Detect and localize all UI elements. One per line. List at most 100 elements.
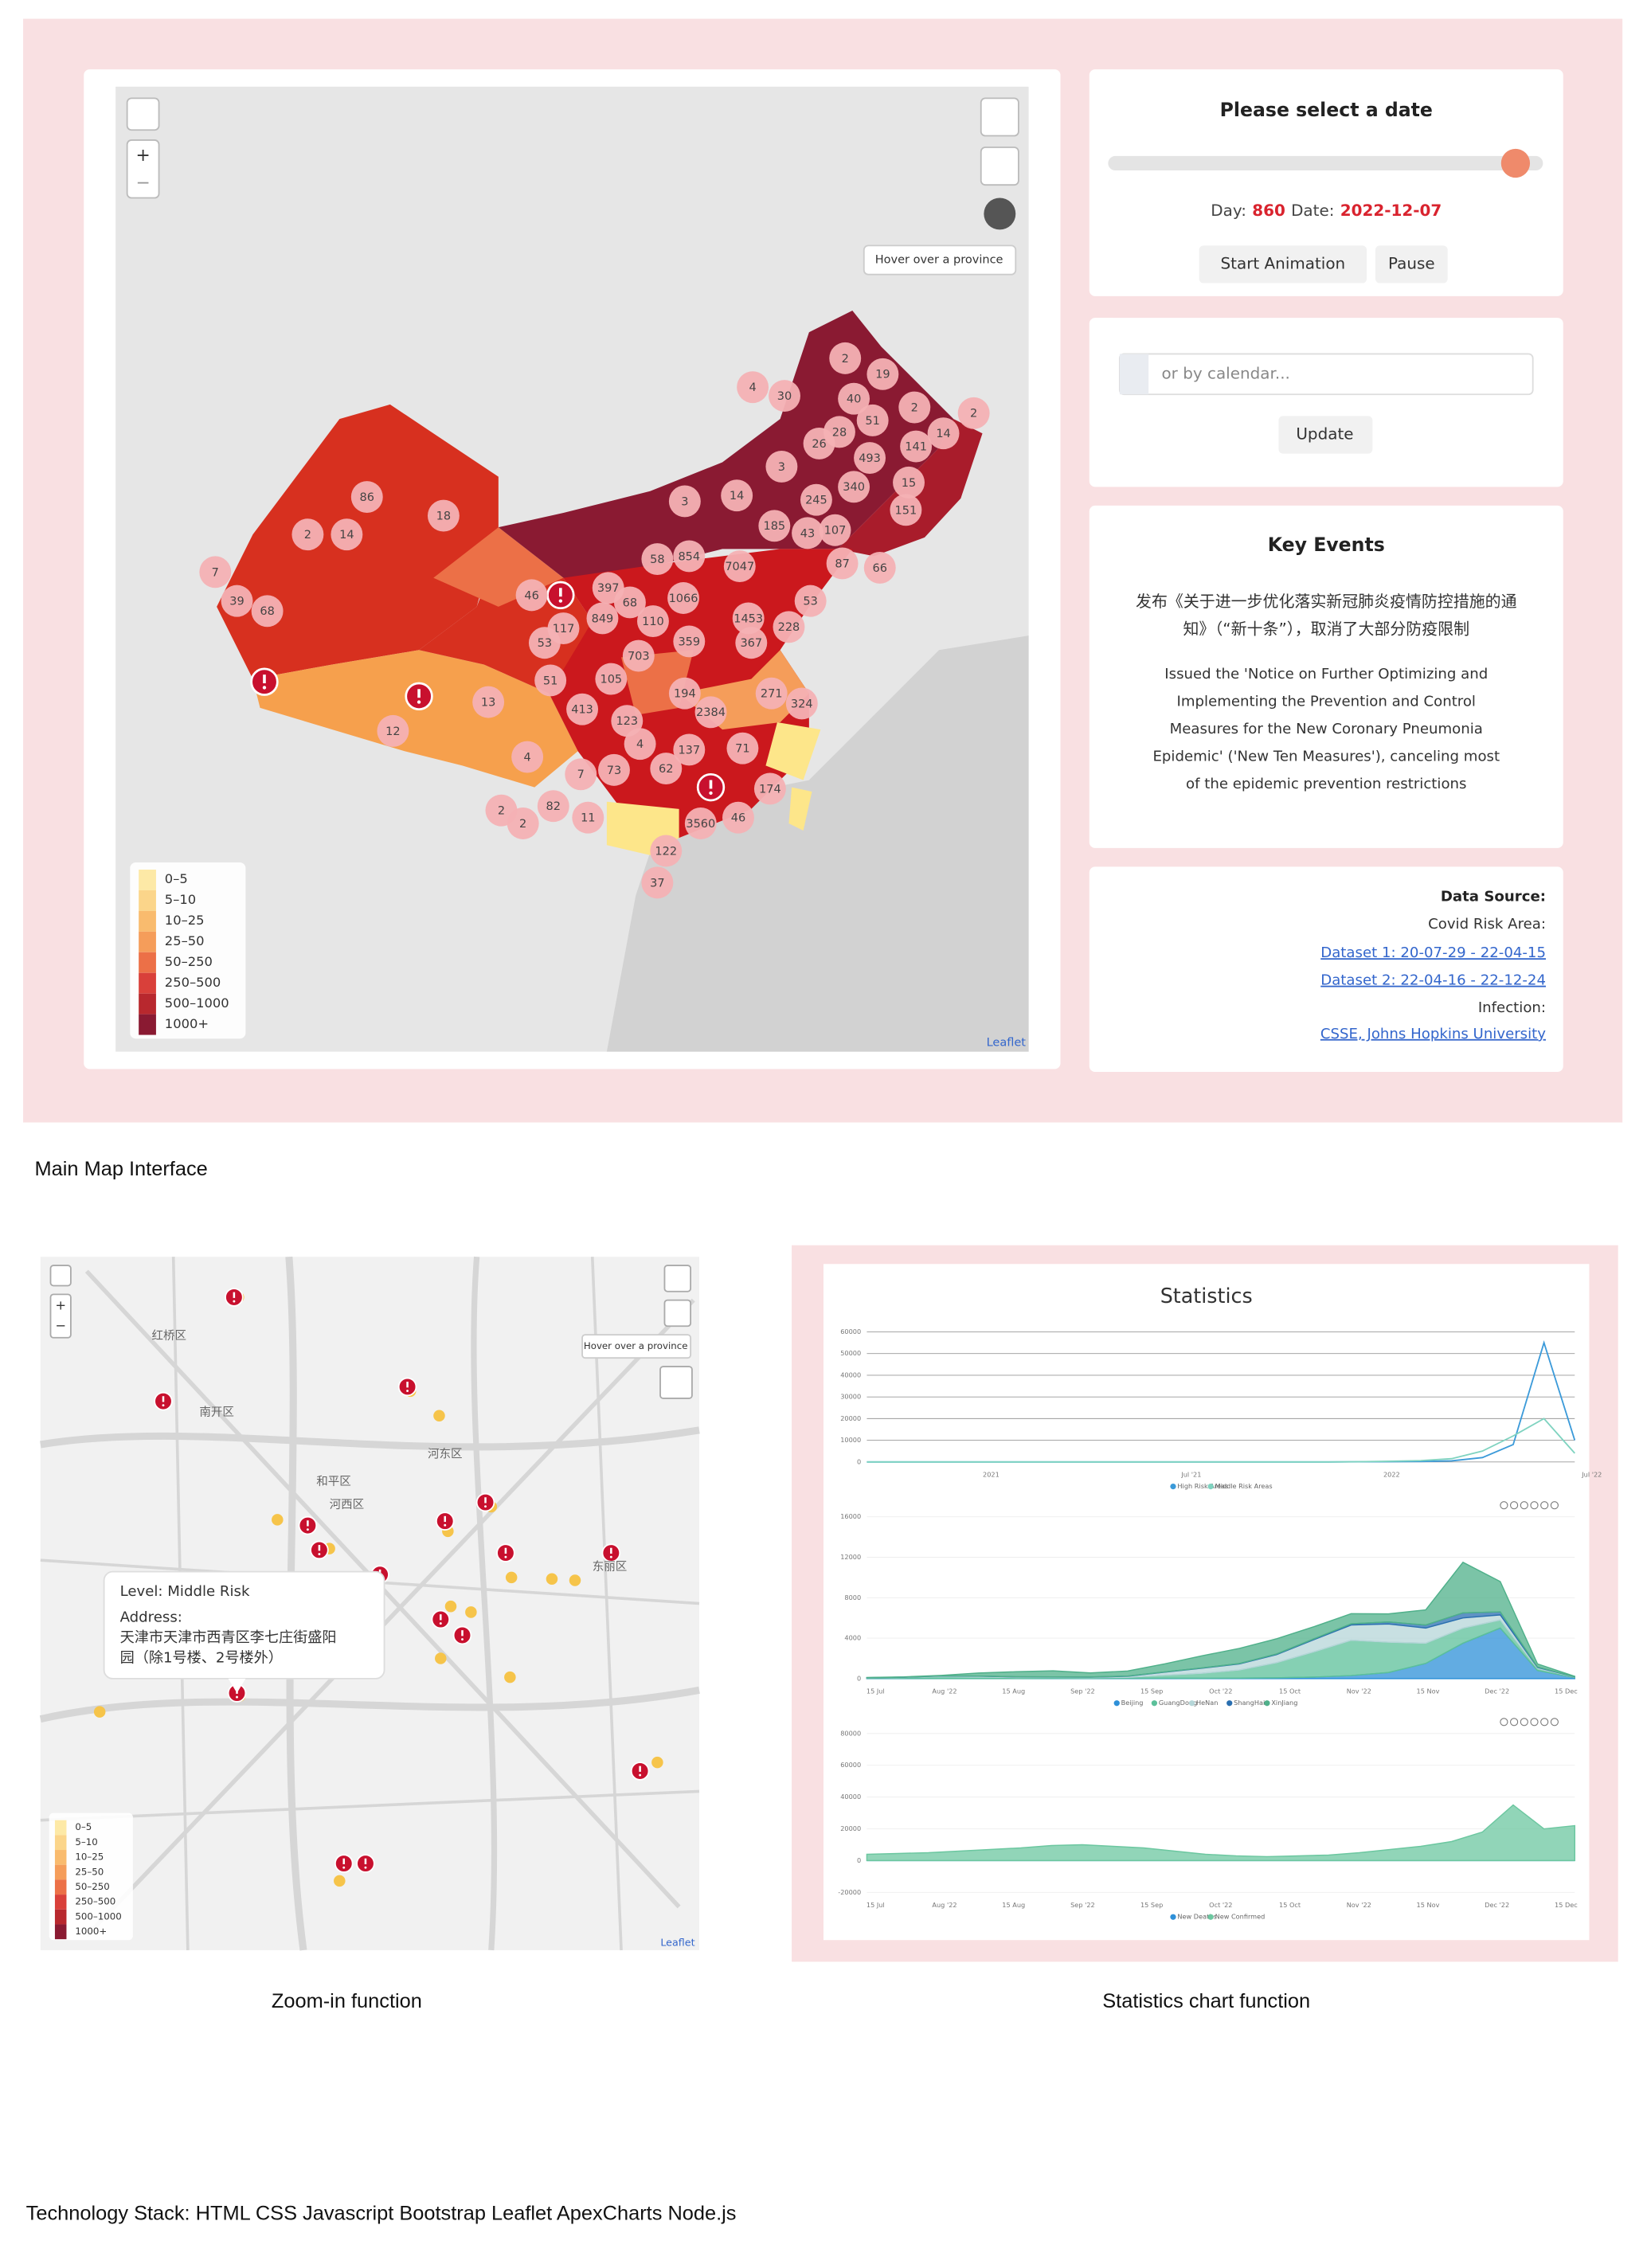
caption: Statistics chart function — [1102, 1990, 1310, 2012]
cluster-marker — [732, 602, 765, 635]
x-tick-label: 15 Dec — [1555, 1901, 1578, 1909]
cluster-count: 137 — [678, 744, 700, 757]
district-label: 河东区 — [428, 1448, 463, 1461]
cluster-count: 73 — [607, 764, 621, 777]
source-link[interactable]: Dataset 2: 22-04-16 - 22-12-24 — [1320, 972, 1546, 989]
layer-button[interactable] — [980, 97, 1019, 137]
cluster-marker — [667, 582, 699, 614]
event-en: Measures for the New Coronary Pneumonia — [1170, 721, 1483, 737]
legend-label: 0–5 — [165, 871, 188, 886]
hover-hint: Hover over a province — [584, 1340, 688, 1351]
legend-swatch — [139, 952, 156, 973]
data-source-panel — [1089, 866, 1563, 1072]
x-tick-label: Nov '22 — [1347, 1687, 1371, 1695]
info-button[interactable] — [984, 197, 1016, 230]
cluster-marker — [867, 358, 899, 390]
layer-button[interactable] — [663, 1265, 692, 1292]
cluster-count: 2 — [498, 805, 505, 818]
legend-swatch — [139, 972, 156, 994]
alert-icon — [162, 1396, 165, 1402]
key-events-panel — [1089, 505, 1563, 848]
button-label: Start Animation — [1221, 253, 1346, 272]
pause-button[interactable] — [1375, 245, 1448, 284]
cluster-marker — [636, 605, 669, 637]
source-link[interactable]: CSSE, Johns Hopkins University — [1320, 1026, 1546, 1042]
y-tick-label: 60000 — [840, 1761, 861, 1769]
start-animation-button[interactable] — [1199, 245, 1367, 284]
legend-label: 250–500 — [165, 975, 221, 990]
legend-label: 10–25 — [165, 913, 205, 928]
cluster-count: 854 — [678, 550, 700, 563]
cluster-marker — [331, 518, 363, 551]
date-slider-track[interactable] — [1108, 155, 1543, 171]
zoom-control[interactable] — [126, 139, 160, 199]
cluster-count: 82 — [546, 800, 561, 813]
link-button[interactable] — [663, 1299, 692, 1328]
cluster-count: 271 — [761, 688, 783, 701]
legend-label: 25–50 — [75, 1866, 104, 1877]
cluster-count: 413 — [571, 704, 593, 717]
x-tick-label: Sep '22 — [1070, 1687, 1095, 1695]
legend-swatch — [139, 1014, 156, 1035]
fullscreen-button[interactable] — [49, 1265, 72, 1287]
legend-label: Beijing — [1121, 1699, 1144, 1707]
alert-icon — [262, 686, 267, 690]
x-tick-label: 15 Aug — [1002, 1901, 1025, 1909]
cluster-marker — [737, 371, 769, 404]
legend-swatch — [54, 1895, 67, 1910]
zoom-in: + — [55, 1297, 66, 1312]
cluster-count: 493 — [859, 452, 881, 465]
risk-dot — [546, 1573, 558, 1585]
alert-icon — [504, 1555, 507, 1558]
risk-dot — [93, 1706, 106, 1718]
cluster-marker — [673, 540, 706, 573]
cluster-count: 107 — [824, 525, 847, 538]
hover-hint-box — [863, 244, 1017, 276]
alert-icon — [306, 1528, 309, 1531]
y-tick-label: 10000 — [840, 1436, 861, 1444]
cluster-count: 51 — [543, 675, 557, 687]
cluster-count: 87 — [835, 557, 849, 570]
cluster-marker — [785, 687, 818, 720]
cluster-count: 46 — [524, 589, 538, 602]
toolbar-icon — [1520, 1718, 1528, 1726]
link-button[interactable] — [980, 147, 1019, 186]
source-link[interactable]: Dataset 1: 20-07-29 - 22-04-15 — [1320, 944, 1546, 961]
cluster-marker — [291, 518, 324, 551]
cluster-marker — [957, 397, 990, 429]
alert-icon — [342, 1866, 346, 1869]
cluster-count: 53 — [803, 596, 817, 608]
cluster-count: 68 — [623, 596, 637, 609]
cluster-marker — [534, 664, 567, 697]
fullscreen-button[interactable] — [126, 97, 160, 131]
zoom-control[interactable] — [49, 1293, 72, 1339]
layers-toggle[interactable] — [659, 1366, 693, 1399]
map-controls — [126, 97, 1019, 1039]
cluster-marker — [765, 450, 798, 483]
cluster-count: 19 — [875, 369, 890, 381]
road — [590, 1257, 623, 1950]
legend-label: 50–250 — [75, 1881, 109, 1892]
date-panel — [1089, 69, 1563, 296]
y-tick-label: 0 — [857, 1856, 861, 1864]
update-button[interactable] — [1278, 416, 1373, 454]
zoom-out: − — [55, 1318, 66, 1333]
event-zh: 发布《关于进一步优化落实新冠肺炎疫情防控措施的通 — [1136, 592, 1517, 611]
cluster-count: 3560 — [686, 818, 715, 831]
cluster-count: 26 — [812, 438, 826, 451]
road — [40, 1789, 700, 1822]
province — [252, 650, 578, 788]
cluster-marker — [472, 686, 505, 718]
risk-dot — [334, 1875, 346, 1887]
date-line: Day: 860 Date: 2022-12-07 — [1211, 200, 1442, 219]
cluster-marker — [684, 807, 717, 839]
cluster-count: 51 — [865, 415, 879, 428]
cluster-marker — [586, 602, 619, 635]
x-tick-label: 15 Oct — [1279, 1687, 1301, 1695]
date-part: 2022-12-07 — [1340, 200, 1442, 219]
legend-box — [130, 862, 246, 1039]
legend-swatch — [139, 910, 156, 932]
risk-dot — [505, 1571, 518, 1584]
calendar-input-addon — [1119, 354, 1149, 395]
date-slider-knob[interactable] — [1500, 148, 1531, 178]
